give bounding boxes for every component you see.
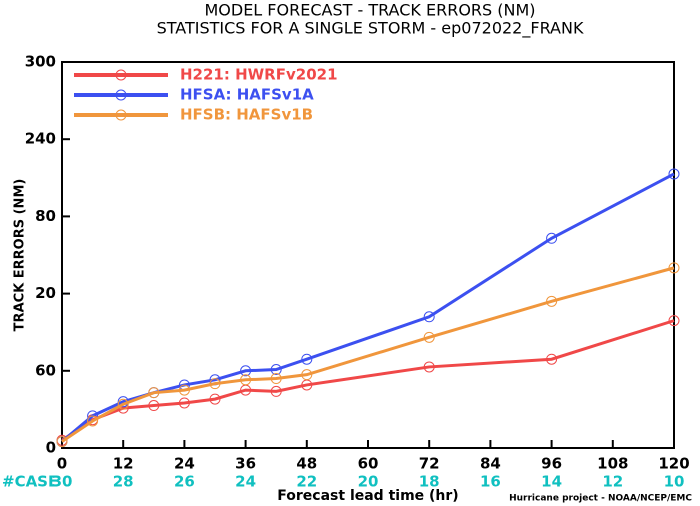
point-marker <box>423 331 435 343</box>
point-marker <box>668 315 680 327</box>
point-marker <box>178 397 190 409</box>
point-marker <box>148 400 160 412</box>
case-count: 14 <box>541 473 562 491</box>
x-tick-label: 48 <box>296 455 317 473</box>
case-count: 12 <box>602 473 623 491</box>
case-count: 26 <box>174 473 195 491</box>
x-tick-label: 12 <box>113 455 134 473</box>
x-tick-label: 108 <box>597 455 628 473</box>
case-count: 30 <box>52 473 73 491</box>
point-marker <box>546 353 558 365</box>
y-tick-label: 0 <box>46 439 56 457</box>
case-count: 28 <box>113 473 134 491</box>
x-tick-label: 60 <box>358 455 379 473</box>
point-marker <box>240 365 252 377</box>
case-label: #CASE <box>2 473 58 491</box>
point-marker <box>209 378 221 390</box>
point-marker <box>270 385 282 397</box>
plot-frame <box>61 61 675 449</box>
footer: Hurricane project - NOAA/NCEP/EMC <box>509 494 692 504</box>
point-marker <box>56 436 68 448</box>
point-marker <box>301 353 313 365</box>
legend-marker <box>115 109 127 121</box>
x-axis-label: Forecast lead time (hr) <box>277 488 458 504</box>
case-count: 24 <box>235 473 256 491</box>
legend-label: H221: HWRFv2021 <box>180 66 338 84</box>
point-marker <box>209 393 221 405</box>
legend-marker <box>115 69 127 81</box>
point-marker <box>423 361 435 373</box>
case-count: 22 <box>296 473 317 491</box>
point-marker <box>178 384 190 396</box>
x-tick-label: 96 <box>541 455 562 473</box>
x-tick-label: 24 <box>174 455 195 473</box>
y-tick-label: 20 <box>35 284 56 302</box>
legend-label: HFSB: HAFSv1B <box>180 106 313 124</box>
point-marker <box>546 232 558 244</box>
point-marker <box>668 262 680 274</box>
point-marker <box>546 295 558 307</box>
series-line <box>61 266 675 443</box>
point-marker <box>87 415 99 427</box>
y-tick-label: 240 <box>25 130 56 148</box>
x-tick-label: 72 <box>419 455 440 473</box>
y-tick-label: 60 <box>35 361 56 379</box>
x-tick-label: 0 <box>57 455 67 473</box>
y-axis-label: TRACK ERRORS (NM) <box>13 179 28 332</box>
legend-marker <box>115 89 127 101</box>
case-count: 16 <box>480 473 501 491</box>
x-tick-label: 36 <box>235 455 256 473</box>
case-count: 20 <box>358 473 379 491</box>
series-line <box>61 172 675 443</box>
chart-title: MODEL FORECAST - TRACK ERRORS (NM) <box>204 1 535 20</box>
case-count: 18 <box>419 473 440 491</box>
point-marker <box>270 373 282 385</box>
x-tick-label: 120 <box>658 455 689 473</box>
point-marker <box>270 364 282 376</box>
point-marker <box>117 398 129 410</box>
chart-subtitle: STATISTICS FOR A SINGLE STORM - ep072022… <box>157 19 584 39</box>
legend-label: HFSA: HAFSv1A <box>180 86 314 104</box>
case-count: 10 <box>664 473 685 491</box>
y-tick-label: 80 <box>35 207 56 225</box>
point-marker <box>240 374 252 386</box>
point-marker <box>423 311 435 323</box>
point-marker <box>301 369 313 381</box>
point-marker <box>148 387 160 399</box>
y-tick-label: 300 <box>25 53 56 71</box>
x-tick-label: 84 <box>480 455 501 473</box>
point-marker <box>668 168 680 180</box>
